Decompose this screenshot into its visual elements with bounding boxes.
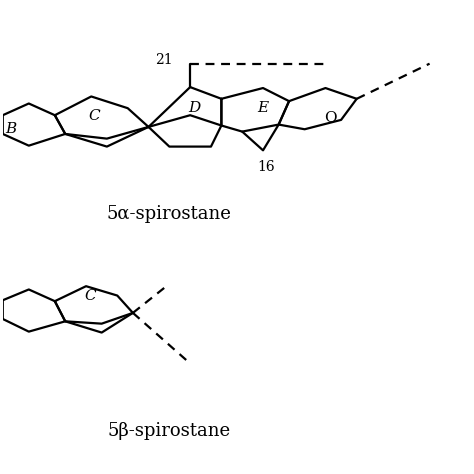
Text: 21: 21 [155, 54, 173, 67]
Text: E: E [257, 101, 269, 115]
Text: B: B [5, 122, 17, 136]
Text: 16: 16 [257, 160, 274, 174]
Text: C: C [88, 109, 100, 123]
Text: O: O [324, 110, 337, 125]
Text: D: D [188, 101, 201, 115]
Text: 5β-spirostane: 5β-spirostane [108, 422, 231, 440]
Text: C: C [84, 289, 96, 302]
Text: 5α-spirostane: 5α-spirostane [107, 205, 232, 223]
